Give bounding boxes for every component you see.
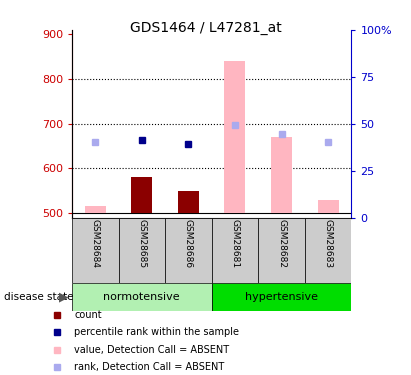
Bar [165, 217, 212, 283]
Bar [85, 206, 106, 213]
Text: count: count [74, 310, 102, 320]
Bar [271, 137, 292, 213]
Bar [178, 191, 199, 213]
Text: GSM28681: GSM28681 [231, 219, 240, 268]
Text: GSM28684: GSM28684 [91, 219, 100, 268]
Bar [118, 217, 165, 283]
Text: ▶: ▶ [59, 291, 69, 304]
Text: normotensive: normotensive [104, 292, 180, 302]
Text: GSM28686: GSM28686 [184, 219, 193, 268]
Text: GSM28685: GSM28685 [137, 219, 146, 268]
Text: GDS1464 / L47281_at: GDS1464 / L47281_at [129, 21, 282, 34]
Bar [258, 217, 305, 283]
Bar [318, 200, 339, 213]
Text: value, Detection Call = ABSENT: value, Detection Call = ABSENT [74, 345, 229, 355]
Text: GSM28682: GSM28682 [277, 219, 286, 268]
Text: disease state: disease state [4, 292, 74, 302]
Bar [131, 177, 152, 213]
Text: rank, Detection Call = ABSENT: rank, Detection Call = ABSENT [74, 362, 225, 372]
Bar [212, 217, 258, 283]
Bar [224, 61, 245, 213]
Text: percentile rank within the sample: percentile rank within the sample [74, 327, 239, 338]
Bar [212, 283, 351, 311]
Bar [305, 217, 351, 283]
Text: hypertensive: hypertensive [245, 292, 318, 302]
Bar [72, 217, 118, 283]
Bar [72, 283, 212, 311]
Text: GSM28683: GSM28683 [323, 219, 332, 268]
